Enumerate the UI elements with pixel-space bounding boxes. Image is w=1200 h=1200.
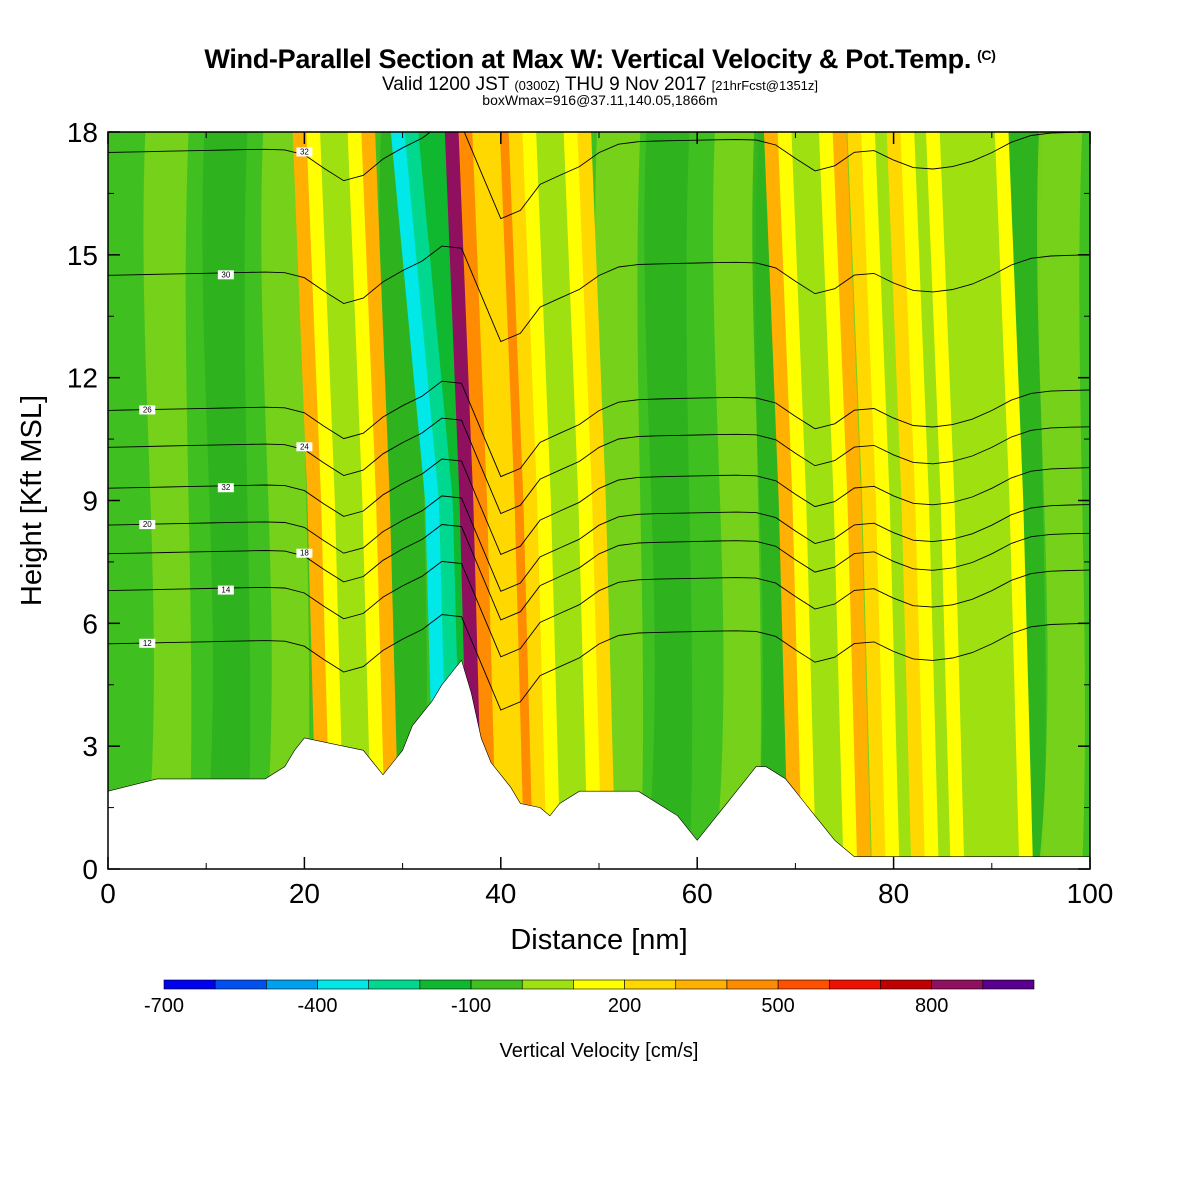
colorbar-swatch (931, 979, 984, 990)
contour-label: 20 (143, 520, 152, 529)
contour-label-bg (217, 585, 234, 595)
velocity-band (536, 132, 589, 869)
valid-time: Valid 1200 JST (381, 74, 510, 95)
y-tick-label: 6 (82, 608, 98, 639)
theta-contour (108, 417, 1090, 515)
velocity-streak (644, 132, 693, 869)
contour-label-bg (217, 483, 234, 493)
colorbar-swatch (470, 979, 523, 990)
theta-contour (108, 614, 1090, 711)
box-info: boxWmax=916@37.11,140.05,1866m (482, 92, 718, 108)
y-tick-label: 15 (67, 240, 98, 271)
colorbar-tick-label: -400 (298, 995, 338, 1017)
chart-subtitle: Valid 1200 JST (0300Z) THU 9 Nov 2017 [2… (0, 74, 1200, 96)
valid-date: THU 9 Nov 2017 (564, 74, 707, 95)
colorbar-swatch (214, 979, 267, 990)
x-tick-label: 20 (289, 878, 320, 909)
velocity-streak (202, 132, 251, 869)
contour-label: 32 (300, 147, 309, 156)
y-tick-label: 0 (82, 854, 98, 885)
contour-label: 26 (143, 405, 152, 414)
velocity-band (320, 132, 373, 869)
chart-title: Wind-Parallel Section at Max W: Vertical… (0, 44, 1200, 75)
x-tick-label: 80 (878, 878, 909, 909)
y-tick-label: 3 (82, 731, 98, 762)
colorbar-swatch (675, 979, 728, 990)
contour-label-bg (139, 520, 156, 530)
colorbar-swatch (419, 979, 472, 990)
colorbar-tick-label: -100 (451, 995, 491, 1017)
contour-label: 30 (221, 270, 230, 279)
colorbar-swatch (521, 979, 574, 990)
contour-label: 24 (300, 442, 309, 451)
x-tick-label: 100 (1067, 878, 1114, 909)
colorbar-swatch (726, 979, 779, 990)
velocity-streak (713, 132, 761, 869)
colorbar-swatch (573, 979, 625, 990)
velocity-band (791, 132, 844, 869)
colorbar-label: Vertical Velocity [cm/s] (500, 1040, 699, 1062)
chart-title-text: Wind-Parallel Section at Max W: Vertical… (204, 44, 972, 74)
theta-contour (108, 132, 1090, 220)
colorbar-swatch (368, 979, 421, 990)
contour-label: 14 (221, 586, 230, 595)
theta-contour (108, 458, 1090, 555)
colorbar-tick-label: 200 (608, 995, 641, 1017)
velocity-streak (261, 132, 310, 869)
colorbar-swatch (828, 979, 881, 990)
colorbar-swatch (880, 979, 932, 990)
velocity-streak (1037, 132, 1085, 869)
y-axis-label: Height [Kft MSL] (16, 395, 48, 606)
colorbar-tick-label: 800 (915, 995, 948, 1017)
x-tick-label: 60 (682, 878, 713, 909)
contour-label: 32 (221, 483, 230, 492)
colorbar-tick-label: 500 (761, 995, 794, 1017)
colorbar-swatch (163, 979, 216, 990)
y-tick-label: 18 (67, 117, 98, 148)
velocity-streak (143, 132, 192, 869)
plot-area: 12 14 18 20 32 24 26 30 32 (108, 132, 1090, 869)
velocity-band (953, 132, 1006, 869)
x-tick-label: 40 (485, 878, 516, 909)
theta-contour (108, 245, 1090, 343)
y-tick-label: 9 (82, 486, 98, 517)
colorbar-swatch (777, 979, 830, 990)
colorbar-tick-label: -700 (144, 995, 184, 1017)
copyright-mark: (C) (977, 47, 996, 63)
x-tick-label: 0 (100, 878, 116, 909)
colorbar-swatch (266, 979, 318, 990)
theta-contour-group: 12 14 18 20 32 24 26 30 32 (108, 132, 1090, 711)
x-axis-label: Distance [nm] (510, 924, 687, 956)
contour-label: 12 (143, 639, 152, 648)
contour-label-bg (139, 638, 156, 648)
forecast-info: [21hrFcst@1351z] (711, 78, 819, 93)
terrain (108, 659, 1090, 869)
contour-label: 18 (300, 549, 309, 558)
theta-contour (108, 524, 1090, 621)
contour-label-bg (296, 147, 313, 157)
theta-contour (108, 495, 1090, 592)
colorbar-swatch (624, 979, 677, 990)
colorbar-swatch (982, 979, 1035, 990)
theta-contour (108, 380, 1090, 478)
colorbar-swatch (317, 979, 370, 990)
valid-utc: (0300Z) (514, 78, 560, 93)
contour-label-bg (217, 270, 234, 280)
contour-label-bg (139, 405, 156, 415)
velocity-band (472, 132, 525, 869)
contour-label-bg (296, 442, 313, 452)
contour-label-bg (296, 548, 313, 558)
theta-contour (108, 560, 1090, 658)
y-tick-label: 12 (67, 363, 98, 394)
